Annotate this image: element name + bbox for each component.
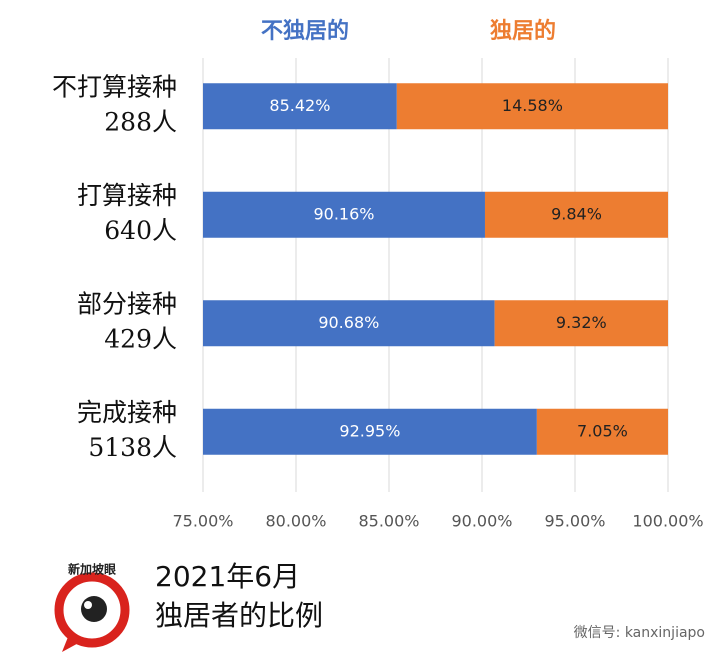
logo: 新加坡眼	[54, 562, 130, 652]
legend-entry: 不独居的	[261, 18, 349, 44]
caption-line: 2021年6月	[155, 560, 300, 593]
x-tick-label: 80.00%	[265, 512, 326, 531]
value-label: 85.42%	[269, 96, 330, 115]
value-label: 90.68%	[318, 313, 379, 332]
x-tick-label: 100.00%	[632, 512, 703, 531]
value-label: 90.16%	[313, 204, 374, 223]
category-label: 部分接种	[77, 289, 177, 318]
category-label: 288人	[104, 107, 177, 136]
logo-text: 新加坡眼	[68, 562, 116, 577]
category-label: 不打算接种	[52, 72, 177, 101]
value-label: 7.05%	[577, 421, 628, 440]
value-label: 14.58%	[502, 96, 563, 115]
bar-segment	[203, 408, 537, 455]
x-tick-label: 95.00%	[544, 512, 605, 531]
bar-segment	[484, 191, 668, 238]
category-label: 640人	[104, 216, 177, 245]
watermark: 微信号: kanxinjiapo	[574, 625, 705, 641]
category-label: 5138人	[88, 433, 177, 462]
value-label: 9.32%	[556, 313, 607, 332]
bar-segment	[203, 191, 485, 238]
category-label: 429人	[104, 324, 177, 353]
bar-segment	[203, 83, 397, 130]
bar-segment	[203, 300, 495, 347]
category-label: 完成接种	[77, 398, 177, 427]
value-label: 9.84%	[551, 204, 602, 223]
value-label: 92.95%	[339, 421, 400, 440]
x-tick-label: 90.00%	[451, 512, 512, 531]
legend-entry: 独居的	[490, 18, 556, 44]
caption-line: 独居者的比例	[155, 599, 323, 632]
x-tick-label: 75.00%	[172, 512, 233, 531]
category-label: 打算接种	[77, 181, 177, 210]
bar-segment	[536, 408, 668, 455]
bar-segment	[494, 300, 668, 347]
bar-segment	[396, 83, 668, 130]
x-tick-label: 85.00%	[358, 512, 419, 531]
